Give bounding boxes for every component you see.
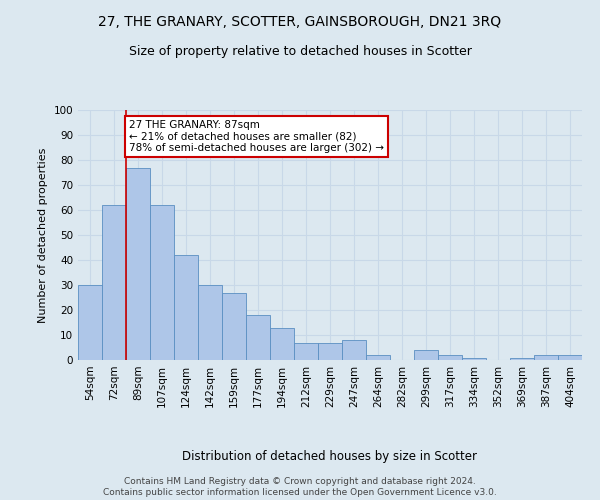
Bar	[342, 340, 366, 360]
Text: 27, THE GRANARY, SCOTTER, GAINSBOROUGH, DN21 3RQ: 27, THE GRANARY, SCOTTER, GAINSBOROUGH, …	[98, 15, 502, 29]
Bar	[126, 168, 150, 360]
Bar	[462, 358, 486, 360]
Bar	[198, 285, 222, 360]
Bar	[246, 315, 270, 360]
Bar	[318, 342, 342, 360]
Bar	[366, 355, 390, 360]
Bar	[270, 328, 294, 360]
Bar	[534, 355, 558, 360]
Bar	[102, 205, 126, 360]
Bar	[510, 358, 534, 360]
Bar	[438, 355, 462, 360]
Bar	[294, 342, 318, 360]
Bar	[222, 292, 246, 360]
Bar	[150, 205, 174, 360]
Bar	[414, 350, 438, 360]
Bar	[174, 255, 198, 360]
Text: Contains HM Land Registry data © Crown copyright and database right 2024.
Contai: Contains HM Land Registry data © Crown c…	[103, 478, 497, 497]
Bar	[558, 355, 582, 360]
Text: Distribution of detached houses by size in Scotter: Distribution of detached houses by size …	[182, 450, 478, 463]
Text: Size of property relative to detached houses in Scotter: Size of property relative to detached ho…	[128, 45, 472, 58]
Y-axis label: Number of detached properties: Number of detached properties	[38, 148, 48, 322]
Text: 27 THE GRANARY: 87sqm
← 21% of detached houses are smaller (82)
78% of semi-deta: 27 THE GRANARY: 87sqm ← 21% of detached …	[129, 120, 384, 153]
Bar	[78, 285, 102, 360]
